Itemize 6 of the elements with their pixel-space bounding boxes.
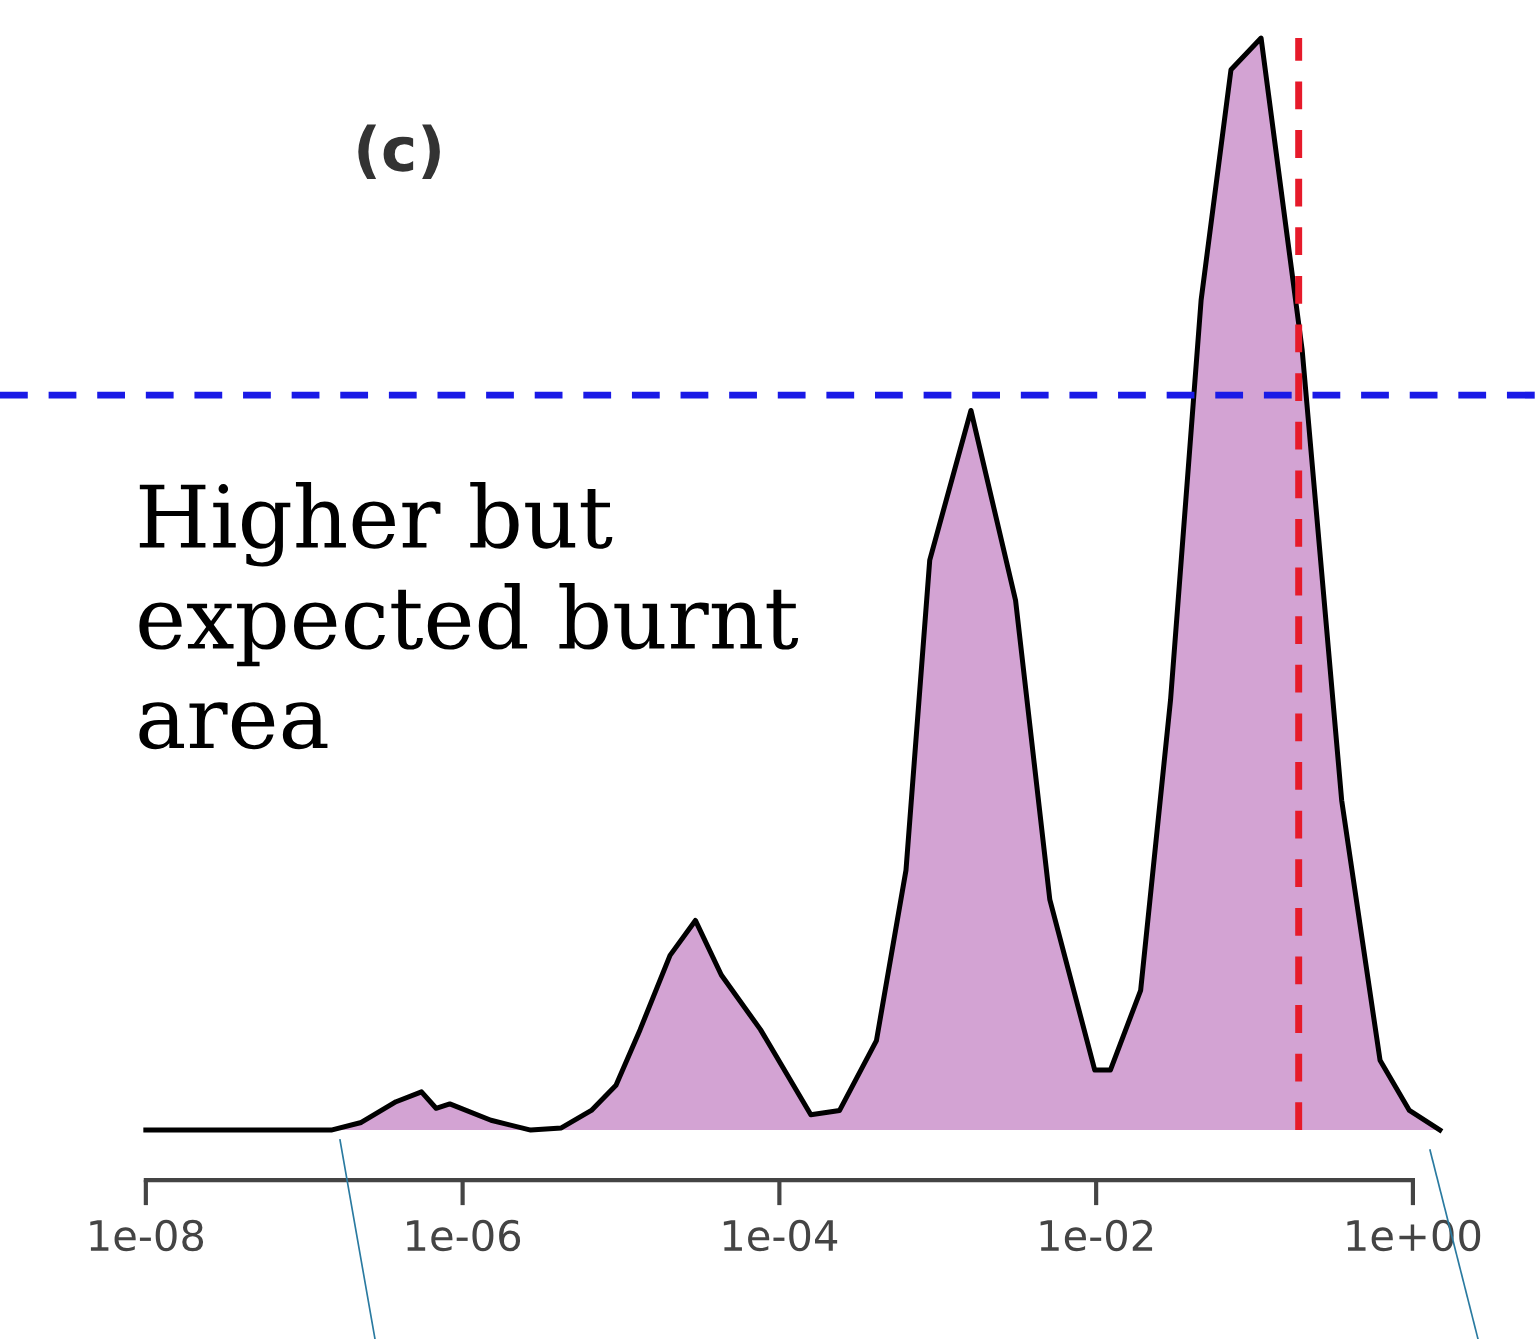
x-tick-label: 1e-06 <box>407 1219 521 1252</box>
x-tick-label: 1e-02 <box>1040 1219 1153 1252</box>
annotation: (c) <box>358 124 440 179</box>
x-tick-label: 1e-08 <box>90 1219 204 1252</box>
annotation: Higher but expected burnt area <box>139 482 799 750</box>
x-tick-label: 1e-04 <box>723 1219 838 1252</box>
